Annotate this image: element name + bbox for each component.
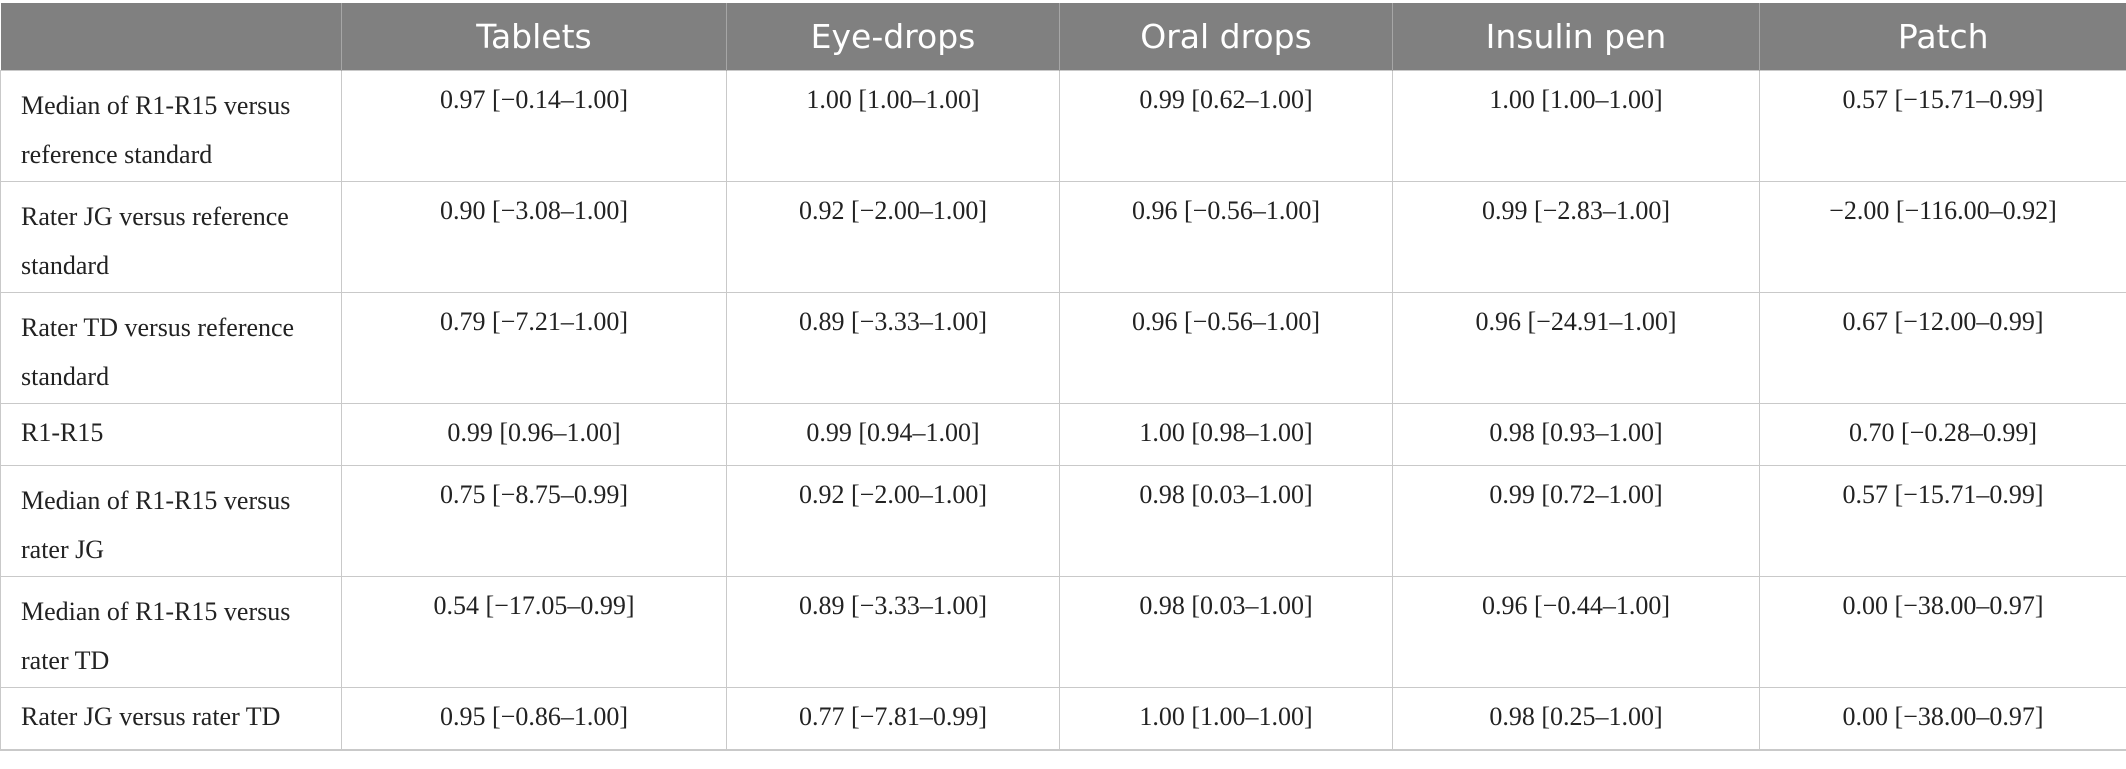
- table-row: Rater JG versus rater TD 0.95 [−0.86–1.0…: [0, 687, 2126, 751]
- row-label: Rater JG versus rater TD: [0, 687, 342, 751]
- table-cell: 0.96 [−0.56–1.00]: [1059, 181, 1393, 293]
- table-cell: 0.57 [−15.71–0.99]: [1759, 465, 2126, 577]
- table-cell: 0.99 [0.62–1.00]: [1059, 70, 1393, 182]
- table-row: R1-R15 0.99 [0.96–1.00] 0.99 [0.94–1.00]…: [0, 403, 2126, 466]
- row-label: Median of R1-R15 versus reference standa…: [0, 70, 342, 182]
- table-cell: 1.00 [1.00–1.00]: [726, 70, 1060, 182]
- table-cell: 0.99 [−2.83–1.00]: [1392, 181, 1760, 293]
- agreement-table: Tablets Eye-drops Oral drops Insulin pen…: [0, 3, 2126, 751]
- table-row: Median of R1-R15 versus reference standa…: [0, 70, 2126, 182]
- row-label: Median of R1-R15 versus rater JG: [0, 465, 342, 577]
- table-cell: 0.92 [−2.00–1.00]: [726, 181, 1060, 293]
- table-cell: −2.00 [−116.00–0.92]: [1759, 181, 2126, 293]
- table-cell: 0.70 [−0.28–0.99]: [1759, 403, 2126, 466]
- table-cell: 0.96 [−0.56–1.00]: [1059, 292, 1393, 404]
- table-cell: 0.57 [−15.71–0.99]: [1759, 70, 2126, 182]
- table-cell: 0.98 [0.03–1.00]: [1059, 465, 1393, 577]
- table-cell: 0.98 [0.03–1.00]: [1059, 576, 1393, 688]
- table-cell: 0.97 [−0.14–1.00]: [341, 70, 727, 182]
- header-row: Tablets Eye-drops Oral drops Insulin pen…: [0, 3, 2126, 71]
- table-cell: 0.54 [−17.05–0.99]: [341, 576, 727, 688]
- table-cell: 0.96 [−24.91–1.00]: [1392, 292, 1760, 404]
- table-cell: 1.00 [0.98–1.00]: [1059, 403, 1393, 466]
- table-cell: 0.75 [−8.75–0.99]: [341, 465, 727, 577]
- table-cell: 1.00 [1.00–1.00]: [1392, 70, 1760, 182]
- row-label: Rater JG versus reference standard: [0, 181, 342, 293]
- table-row: Median of R1-R15 versus rater JG 0.75 [−…: [0, 465, 2126, 577]
- table-cell: 0.79 [−7.21–1.00]: [341, 292, 727, 404]
- header-oral-drops: Oral drops: [1059, 3, 1393, 71]
- table-cell: 0.90 [−3.08–1.00]: [341, 181, 727, 293]
- table-cell: 0.98 [0.25–1.00]: [1392, 687, 1760, 751]
- table-cell: 0.00 [−38.00–0.97]: [1759, 687, 2126, 751]
- table-cell: 0.00 [−38.00–0.97]: [1759, 576, 2126, 688]
- table-cell: 0.98 [0.93–1.00]: [1392, 403, 1760, 466]
- row-label: R1-R15: [0, 403, 342, 466]
- table-cell: 0.99 [0.94–1.00]: [726, 403, 1060, 466]
- header-eye-drops: Eye-drops: [726, 3, 1060, 71]
- table-cell: 0.99 [0.96–1.00]: [341, 403, 727, 466]
- table-row: Median of R1-R15 versus rater TD 0.54 [−…: [0, 576, 2126, 688]
- table-cell: 0.89 [−3.33–1.00]: [726, 576, 1060, 688]
- table-cell: 1.00 [1.00–1.00]: [1059, 687, 1393, 751]
- table-cell: 0.99 [0.72–1.00]: [1392, 465, 1760, 577]
- header-patch: Patch: [1759, 3, 2126, 71]
- header-tablets: Tablets: [341, 3, 727, 71]
- table-row: Rater JG versus reference standard 0.90 …: [0, 181, 2126, 293]
- table-cell: 0.96 [−0.44–1.00]: [1392, 576, 1760, 688]
- table-cell: 0.89 [−3.33–1.00]: [726, 292, 1060, 404]
- header-empty: [0, 3, 342, 71]
- table-cell: 0.95 [−0.86–1.00]: [341, 687, 727, 751]
- table-row: Rater TD versus reference standard 0.79 …: [0, 292, 2126, 404]
- table-cell: 0.67 [−12.00–0.99]: [1759, 292, 2126, 404]
- table-cell: 0.92 [−2.00–1.00]: [726, 465, 1060, 577]
- row-label: Rater TD versus reference standard: [0, 292, 342, 404]
- header-insulin-pen: Insulin pen: [1392, 3, 1760, 71]
- table-cell: 0.77 [−7.81–0.99]: [726, 687, 1060, 751]
- row-label: Median of R1-R15 versus rater TD: [0, 576, 342, 688]
